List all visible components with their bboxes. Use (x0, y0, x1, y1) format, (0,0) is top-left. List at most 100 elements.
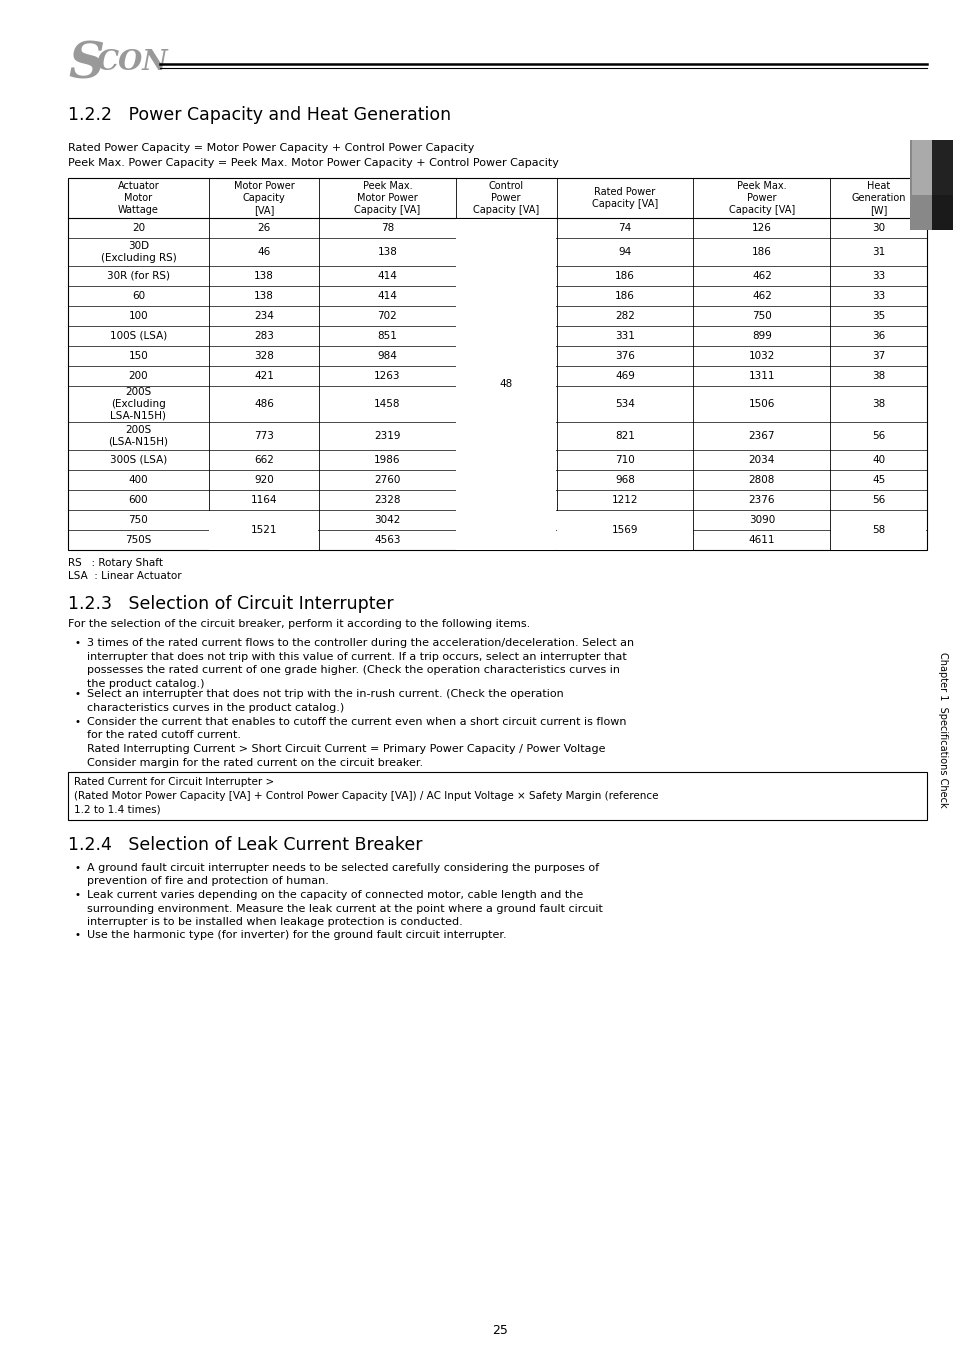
Text: 469: 469 (615, 371, 635, 381)
Text: LSA  : Linear Actuator: LSA : Linear Actuator (68, 571, 181, 580)
Text: 2319: 2319 (374, 431, 400, 441)
Text: 36: 36 (871, 331, 884, 342)
Text: 1164: 1164 (251, 495, 277, 505)
Text: 186: 186 (615, 292, 635, 301)
Text: 1032: 1032 (748, 351, 774, 360)
Text: Motor Power
Capacity
[VA]: Motor Power Capacity [VA] (233, 181, 294, 216)
Text: 283: 283 (253, 331, 274, 342)
Text: CON: CON (97, 49, 169, 76)
Bar (68, 178, 926, 549)
Bar (210, 510, 318, 549)
Text: 4563: 4563 (374, 535, 400, 545)
Text: 821: 821 (615, 431, 635, 441)
Text: 1.2.4   Selection of Leak Current Breaker: 1.2.4 Selection of Leak Current Breaker (68, 836, 422, 853)
Text: 126: 126 (751, 223, 771, 234)
Text: 3 times of the rated current flows to the controller during the acceleration/dec: 3 times of the rated current flows to th… (87, 639, 634, 688)
Text: Control
Power
Capacity [VA]: Control Power Capacity [VA] (473, 181, 538, 216)
Text: 33: 33 (871, 271, 884, 281)
Text: 2367: 2367 (748, 431, 775, 441)
Text: 2808: 2808 (748, 475, 774, 485)
Text: 414: 414 (377, 271, 397, 281)
Text: A ground fault circuit interrupter needs to be selected carefully considering th: A ground fault circuit interrupter needs… (87, 863, 598, 886)
Text: 600: 600 (129, 495, 148, 505)
Text: 702: 702 (377, 310, 396, 321)
Text: 2328: 2328 (374, 495, 400, 505)
Text: 38: 38 (871, 371, 884, 381)
Text: 37: 37 (871, 351, 884, 360)
Text: 138: 138 (253, 271, 274, 281)
Text: Rated Power Capacity = Motor Power Capacity + Control Power Capacity: Rated Power Capacity = Motor Power Capac… (68, 143, 474, 153)
Text: 400: 400 (129, 475, 148, 485)
Text: 186: 186 (615, 271, 635, 281)
Text: 486: 486 (253, 400, 274, 409)
Text: 4611: 4611 (748, 535, 775, 545)
Bar (456, 219, 556, 549)
Text: 300S (LSA): 300S (LSA) (110, 455, 167, 464)
Text: Peek Max.
Motor Power
Capacity [VA]: Peek Max. Motor Power Capacity [VA] (354, 181, 420, 216)
Text: 33: 33 (871, 292, 884, 301)
Text: Chapter 1  Specifications Check: Chapter 1 Specifications Check (937, 652, 947, 807)
Text: Use the harmonic type (for inverter) for the ground fault circuit interrupter.: Use the harmonic type (for inverter) for… (87, 930, 506, 940)
Bar (931, 140, 953, 230)
Text: 328: 328 (253, 351, 274, 360)
Text: Peek Max. Power Capacity = Peek Max. Motor Power Capacity + Control Power Capaci: Peek Max. Power Capacity = Peek Max. Mot… (68, 158, 558, 167)
Text: 25: 25 (492, 1323, 507, 1336)
Text: 26: 26 (257, 223, 271, 234)
Text: 851: 851 (377, 331, 397, 342)
Text: 138: 138 (253, 292, 274, 301)
Text: 46: 46 (257, 247, 271, 256)
Text: Heat
Generation
[W]: Heat Generation [W] (850, 181, 905, 216)
Text: 138: 138 (377, 247, 397, 256)
Text: Rated Power
Capacity [VA]: Rated Power Capacity [VA] (591, 186, 658, 209)
Bar (911, 140, 931, 194)
Text: 3042: 3042 (374, 514, 400, 525)
Text: 1.2.2   Power Capacity and Heat Generation: 1.2.2 Power Capacity and Heat Generation (68, 107, 451, 124)
Text: 31: 31 (871, 247, 884, 256)
Text: •: • (75, 717, 81, 726)
Text: 100: 100 (129, 310, 148, 321)
Text: 750: 750 (751, 310, 771, 321)
Bar (68, 772, 926, 819)
Text: 462: 462 (751, 292, 771, 301)
Text: •: • (75, 690, 81, 699)
Text: 1986: 1986 (374, 455, 400, 464)
Text: RS   : Rotary Shaft: RS : Rotary Shaft (68, 558, 163, 568)
Text: 45: 45 (871, 475, 884, 485)
Text: 94: 94 (618, 247, 631, 256)
Text: 56: 56 (871, 431, 884, 441)
Text: 662: 662 (253, 455, 274, 464)
Text: 920: 920 (253, 475, 274, 485)
Bar (909, 140, 931, 230)
Bar (931, 140, 953, 194)
Text: 78: 78 (380, 223, 394, 234)
Text: 100S (LSA): 100S (LSA) (110, 331, 167, 342)
Text: 186: 186 (751, 247, 771, 256)
Text: 200S
(Excluding
LSA-N15H): 200S (Excluding LSA-N15H) (111, 387, 166, 421)
Bar (830, 510, 925, 549)
Text: •: • (75, 930, 81, 940)
Text: 331: 331 (615, 331, 635, 342)
Text: 20: 20 (132, 223, 145, 234)
Text: 1212: 1212 (611, 495, 638, 505)
Text: Rated Current for Circuit Interrupter >
(Rated Motor Power Capacity [VA] + Contr: Rated Current for Circuit Interrupter > … (74, 778, 658, 814)
Text: Select an interrupter that does not trip with the in-rush current. (Check the op: Select an interrupter that does not trip… (87, 690, 563, 713)
Text: 1263: 1263 (374, 371, 400, 381)
Text: 1569: 1569 (611, 525, 638, 535)
Text: 56: 56 (871, 495, 884, 505)
Text: 1311: 1311 (748, 371, 775, 381)
Text: 710: 710 (615, 455, 634, 464)
Text: •: • (75, 863, 81, 872)
Text: 48: 48 (499, 379, 513, 389)
Text: Actuator
Motor
Wattage: Actuator Motor Wattage (117, 181, 159, 216)
Text: For the selection of the circuit breaker, perform it according to the following : For the selection of the circuit breaker… (68, 620, 530, 629)
Text: 58: 58 (871, 525, 884, 535)
Text: 1.2.3   Selection of Circuit Interrupter: 1.2.3 Selection of Circuit Interrupter (68, 595, 394, 613)
Text: 376: 376 (615, 351, 635, 360)
Text: 750: 750 (129, 514, 148, 525)
Text: Leak current varies depending on the capacity of connected motor, cable length a: Leak current varies depending on the cap… (87, 890, 602, 927)
Text: 1521: 1521 (251, 525, 277, 535)
Text: 750S: 750S (125, 535, 152, 545)
Text: 462: 462 (751, 271, 771, 281)
Text: 534: 534 (615, 400, 635, 409)
Text: 200S
(LSA-N15H): 200S (LSA-N15H) (109, 425, 169, 447)
